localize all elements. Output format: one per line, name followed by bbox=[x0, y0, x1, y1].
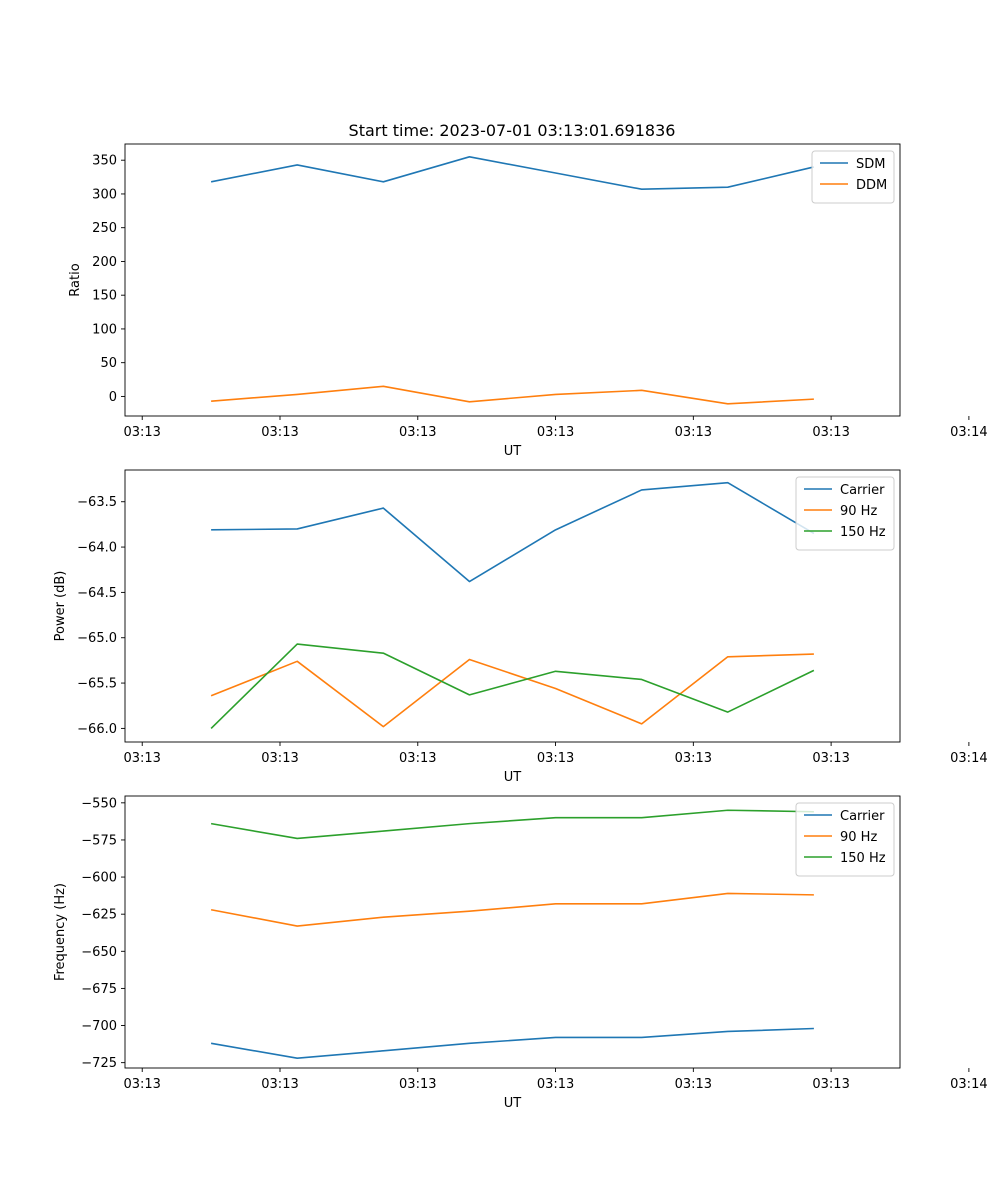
x-tick-label: 03:14 bbox=[950, 1077, 987, 1092]
x-tick-label: 03:13 bbox=[123, 425, 160, 440]
x-tick-label: 03:13 bbox=[261, 1077, 298, 1092]
x-tick-label: 03:13 bbox=[399, 425, 436, 440]
x-tick-label: 03:13 bbox=[812, 425, 849, 440]
y-axis-label: Ratio bbox=[68, 263, 83, 296]
series-line-carrier bbox=[210, 1027, 814, 1059]
legend: Carrier 90 Hz 150 Hz bbox=[795, 802, 895, 877]
legend: SDM DDM bbox=[811, 150, 895, 204]
plot-frame bbox=[124, 143, 901, 417]
y-tick-label: −63.5 bbox=[77, 495, 117, 510]
y-tick-label: 50 bbox=[100, 356, 117, 371]
legend: Carrier 90 Hz 150 Hz bbox=[795, 476, 895, 551]
y-tick-label: 250 bbox=[92, 221, 117, 236]
legend-box bbox=[811, 150, 895, 204]
y-tick-label: 350 bbox=[92, 154, 117, 169]
x-axis-label: UT bbox=[504, 1096, 522, 1111]
x-tick-label: 03:13 bbox=[675, 751, 712, 766]
y-tick-label: −725 bbox=[81, 1056, 117, 1071]
panel-3: 03:13 03:13 03:13 03:13 03:13 03:13 03:14 −725 −… bbox=[53, 795, 988, 1111]
x-tick-label: 03:13 bbox=[537, 751, 574, 766]
x-tick-label: 03:13 bbox=[261, 425, 298, 440]
x-axis-label: UT bbox=[504, 444, 522, 459]
x-tick-label: 03:13 bbox=[812, 751, 849, 766]
plot-frame bbox=[124, 469, 901, 743]
panel-2: 03:13 03:13 03:13 03:13 03:13 03:13 03:14 −66.0… bbox=[53, 469, 988, 785]
y-tick-label: −550 bbox=[81, 796, 117, 811]
legend-label: 90 Hz bbox=[840, 504, 877, 519]
y-tick-label: 300 bbox=[92, 187, 117, 202]
legend-label: DDM bbox=[856, 178, 887, 193]
y-tick-label: −64.0 bbox=[77, 541, 117, 556]
series-line-carrier bbox=[211, 481, 815, 583]
y-tick-label: −64.5 bbox=[77, 586, 117, 601]
series-line-150-hz bbox=[210, 643, 815, 729]
y-tick-label: −600 bbox=[81, 871, 117, 886]
y-tick-label: −66.0 bbox=[77, 722, 117, 737]
y-tick-label: −575 bbox=[81, 833, 117, 848]
series-line-ddm bbox=[211, 385, 814, 405]
x-tick-label: 03:13 bbox=[675, 1077, 712, 1092]
x-tick-label: 03:13 bbox=[261, 751, 298, 766]
y-tick-label: 200 bbox=[92, 255, 117, 270]
x-tick-label: 03:14 bbox=[950, 425, 987, 440]
x-tick-label: 03:13 bbox=[123, 751, 160, 766]
x-tick-label: 03:13 bbox=[123, 1077, 160, 1092]
legend-label: 150 Hz bbox=[840, 525, 886, 540]
y-tick-label: −65.5 bbox=[77, 677, 117, 692]
legend-label: SDM bbox=[856, 157, 885, 172]
panel-1: 03:13 03:13 03:13 03:13 03:13 03:13 03:14 0 50 10… bbox=[68, 143, 988, 459]
y-tick-label: −65.0 bbox=[77, 631, 117, 646]
x-tick-label: 03:13 bbox=[399, 1077, 436, 1092]
legend-label: 150 Hz bbox=[840, 851, 886, 866]
x-tick-label: 03:13 bbox=[675, 425, 712, 440]
legend-label: Carrier bbox=[840, 809, 885, 824]
y-tick-label: −700 bbox=[81, 1019, 117, 1034]
y-tick-label: −650 bbox=[81, 945, 117, 960]
series-line-sdm bbox=[210, 156, 815, 191]
y-axis-label: Power (dB) bbox=[53, 571, 68, 642]
x-tick-label: 03:13 bbox=[537, 1077, 574, 1092]
y-tick-label: −625 bbox=[81, 908, 117, 923]
series-line-90-hz bbox=[210, 653, 814, 728]
y-tick-label: −675 bbox=[81, 982, 117, 997]
x-tick-label: 03:13 bbox=[812, 1077, 849, 1092]
x-tick-label: 03:14 bbox=[950, 751, 987, 766]
panels: 03:13 03:13 03:13 03:13 03:13 03:13 03:14 0 50 10… bbox=[53, 143, 988, 1111]
y-tick-label: 100 bbox=[92, 322, 117, 337]
chart-title: Start time: 2023-07-01 03:13:01.691836 bbox=[349, 121, 676, 140]
legend-label: 90 Hz bbox=[840, 830, 877, 845]
legend-label: Carrier bbox=[840, 483, 885, 498]
y-axis-label: Frequency (Hz) bbox=[53, 883, 68, 981]
y-tick-label: 150 bbox=[92, 289, 117, 304]
y-tick-label: 0 bbox=[109, 390, 117, 405]
plot-frame bbox=[124, 795, 901, 1069]
series-line-150-hz bbox=[210, 809, 814, 840]
x-tick-label: 03:13 bbox=[399, 751, 436, 766]
series-line-90-hz bbox=[210, 892, 814, 927]
x-tick-label: 03:13 bbox=[537, 425, 574, 440]
x-axis-label: UT bbox=[504, 770, 522, 785]
